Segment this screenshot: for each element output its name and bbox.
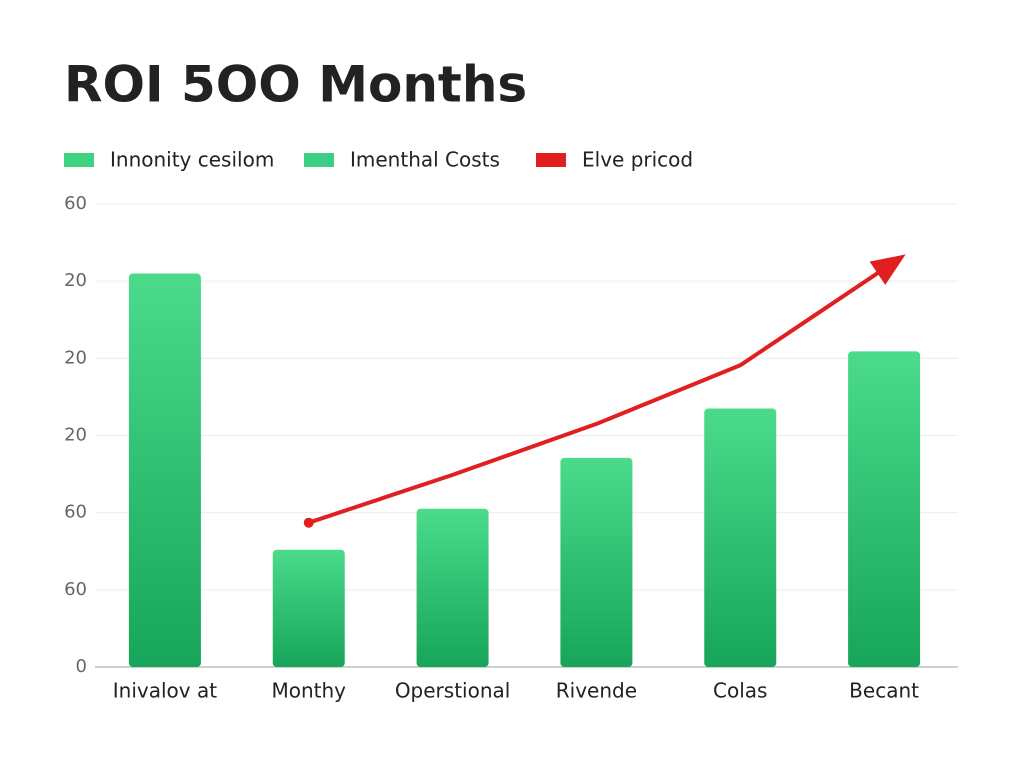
x-tick-label: Becant bbox=[849, 679, 919, 703]
y-tick-label: 60 bbox=[64, 579, 87, 600]
legend-label: Elve pricod bbox=[582, 148, 693, 172]
bar bbox=[704, 408, 777, 667]
bar bbox=[416, 508, 489, 667]
legend-label: Imenthal Costs bbox=[350, 148, 500, 172]
y-tick-label: 60 bbox=[64, 502, 87, 523]
bar bbox=[560, 457, 633, 667]
x-tick-label: Rivende bbox=[556, 679, 637, 703]
chart-title: ROI 5OO Months bbox=[64, 56, 527, 114]
x-tick-label: Inivalov at bbox=[113, 679, 217, 703]
y-tick-label: 20 bbox=[64, 270, 87, 291]
y-tick-label: 0 bbox=[76, 656, 87, 677]
legend-label: Innonity cesilom bbox=[110, 148, 274, 172]
line-start-dot bbox=[303, 517, 314, 528]
legend-swatch bbox=[536, 153, 566, 167]
bar bbox=[128, 273, 201, 667]
x-tick-label: Monthy bbox=[271, 679, 346, 703]
arrowhead bbox=[869, 254, 906, 285]
x-tick-label: Operstional bbox=[395, 679, 511, 703]
y-tick-label: 20 bbox=[64, 347, 87, 368]
bar bbox=[272, 549, 345, 667]
legend-swatch bbox=[304, 153, 334, 167]
y-tick-label: 60 bbox=[64, 193, 87, 214]
x-tick-label: Colas bbox=[713, 679, 767, 703]
bar bbox=[848, 351, 921, 667]
legend-swatch bbox=[64, 153, 94, 167]
y-tick-label: 20 bbox=[64, 425, 87, 446]
line bbox=[308, 267, 886, 525]
